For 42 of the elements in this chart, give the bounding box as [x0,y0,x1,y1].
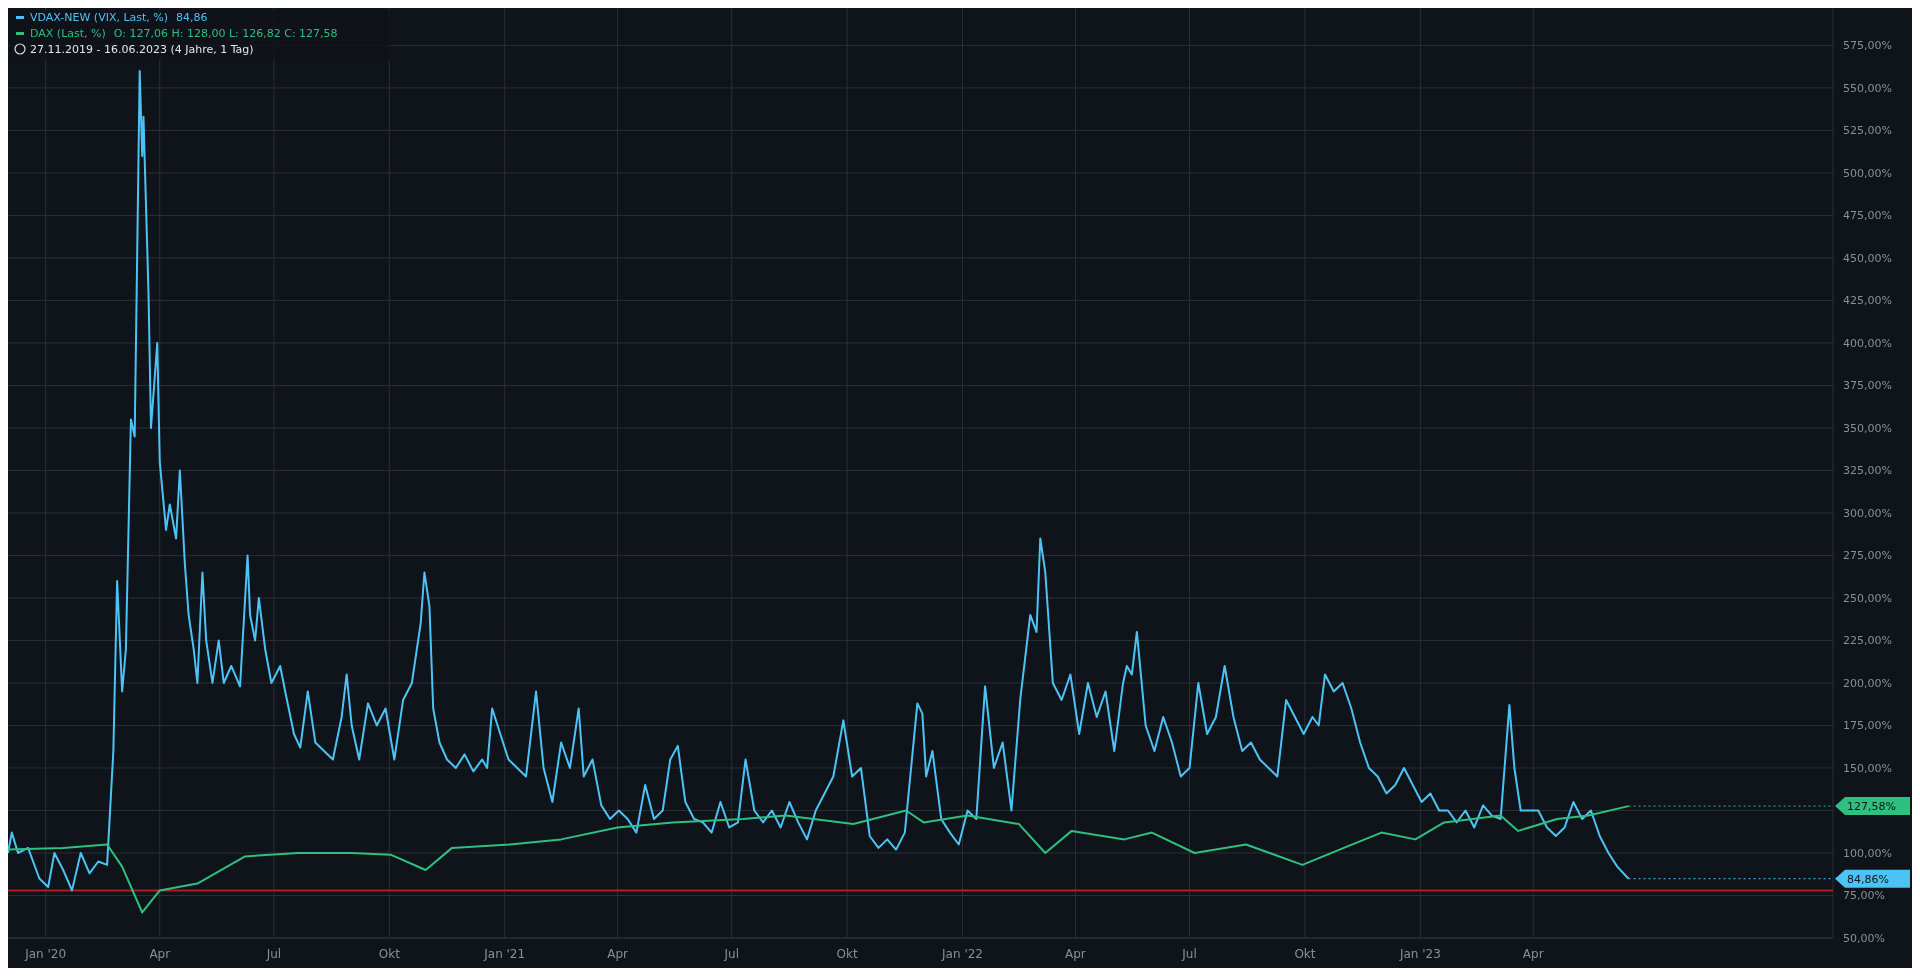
annotation: 84,86% [1847,872,1889,886]
x-tick-label: Jul [265,947,282,961]
y-tick-label: 375,00% [1843,379,1892,393]
x-tick-label: Okt [378,947,401,961]
y-tick-label: 475,00% [1843,209,1892,223]
x-tick-label: Apr [1522,947,1544,961]
y-tick-label: 425,00% [1843,294,1892,308]
y-tick-label: 300,00% [1843,506,1892,520]
y-tick-label: 225,00% [1843,634,1892,648]
x-tick-label: Jul [1181,947,1197,961]
y-tick-label: 525,00% [1843,124,1892,138]
y-tick-label: 550,00% [1843,81,1892,95]
y-tick-label: 350,00% [1843,421,1892,435]
x-tick-label: Okt [1294,947,1316,961]
text: 27.11.2019 - 16.06.2023 (4 Jahre, 1 Tag) [30,43,254,56]
annotation: 84,86 [176,11,208,24]
annotation: 127,58% [1847,800,1896,814]
y-tick-label: 450,00% [1843,251,1892,265]
y-tick-label: 150,00% [1843,761,1892,775]
y-tick-label: 175,00% [1843,719,1892,733]
legend-label: VDAX-NEW (VIX, Last, %) [30,11,169,24]
annotation: O: 127,06 H: 128,00 L: 126,82 C: 127,58 [113,27,338,40]
x-tick-label: Apr [1065,947,1086,961]
x-tick-label: Jan '20 [24,947,67,961]
x-tick-label: Apr [149,947,171,961]
y-tick-label: 75,00% [1843,889,1885,903]
y-tick-label: 100,00% [1843,846,1892,860]
y-tick-label: 325,00% [1843,464,1892,478]
x-tick-label: Jan '23 [1398,947,1441,961]
x-tick-label: Apr [607,947,629,961]
y-tick-label: 50,00% [1843,932,1885,945]
legend-label: DAX (Last, %) [30,27,106,40]
x-tick-label: Jul [723,947,739,961]
x-tick-label: Jan '22 [941,947,983,961]
y-tick-label: 500,00% [1843,166,1892,180]
x-tick-label: Jan '21 [483,947,526,961]
y-tick-label: 275,00% [1843,549,1892,563]
x-tick-label: Okt [836,947,858,961]
y-tick-label: 200,00% [1843,676,1892,690]
y-tick-label: 400,00% [1843,336,1892,350]
y-tick-label: 250,00% [1843,591,1892,605]
y-tick-label: 575,00% [1843,39,1892,53]
